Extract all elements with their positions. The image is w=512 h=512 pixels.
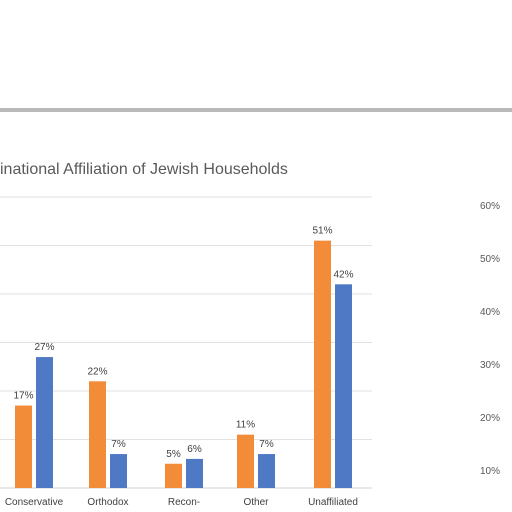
bar-recon-series-1: [165, 463, 182, 488]
bar-other-series-2: [258, 454, 275, 488]
category-label: Unaffiliated: [308, 497, 358, 508]
bar-orthodox-series-1: [89, 381, 106, 488]
bar-conservative-series-2: [36, 357, 53, 488]
category-labels: Conservative Orthodox Recon- Other Unaffilia…: [5, 497, 358, 508]
bar-conservative-series-1: [15, 405, 32, 488]
y-tick-label: 50%: [480, 254, 500, 265]
bar-recon-series-2: [186, 458, 203, 488]
category-label: Recon-: [168, 497, 200, 508]
data-label: 7%: [111, 439, 126, 450]
bars: [15, 240, 352, 488]
y-tick-label: 10%: [480, 466, 500, 477]
category-label: Conservative: [5, 497, 64, 508]
bar-orthodox-series-2: [110, 454, 127, 488]
bar-unaffiliated-series-2: [335, 284, 352, 488]
chart-title: inational Affiliation of Jewish Househol…: [0, 161, 288, 178]
y-tick-label: 30%: [480, 360, 500, 371]
data-label: 22%: [87, 366, 107, 377]
data-label: 42%: [333, 269, 353, 280]
data-label: 5%: [166, 449, 181, 460]
y-tick-label: 60%: [480, 201, 500, 212]
data-label: 27%: [34, 342, 54, 353]
y-tick-label: 20%: [480, 413, 500, 424]
top-blank-area: [0, 0, 512, 108]
bar-unaffiliated-series-1: [314, 240, 331, 488]
data-label: 6%: [187, 444, 202, 455]
data-label: 7%: [259, 439, 274, 450]
category-label: Orthodox: [87, 497, 128, 508]
data-label: 51%: [312, 226, 332, 237]
data-label: 17%: [13, 391, 33, 402]
data-label: 11%: [236, 420, 255, 431]
bar-other-series-1: [237, 434, 254, 488]
data-labels: 17% 27% 22% 7% 5% 6% 11% 7% 51% 42%: [13, 226, 353, 460]
right-chart-axis: 60% 50% 40% 30% 20% 10%: [480, 201, 500, 477]
slide-divider: [0, 108, 512, 112]
category-label: Other: [243, 497, 269, 508]
y-tick-label: 40%: [480, 307, 500, 318]
